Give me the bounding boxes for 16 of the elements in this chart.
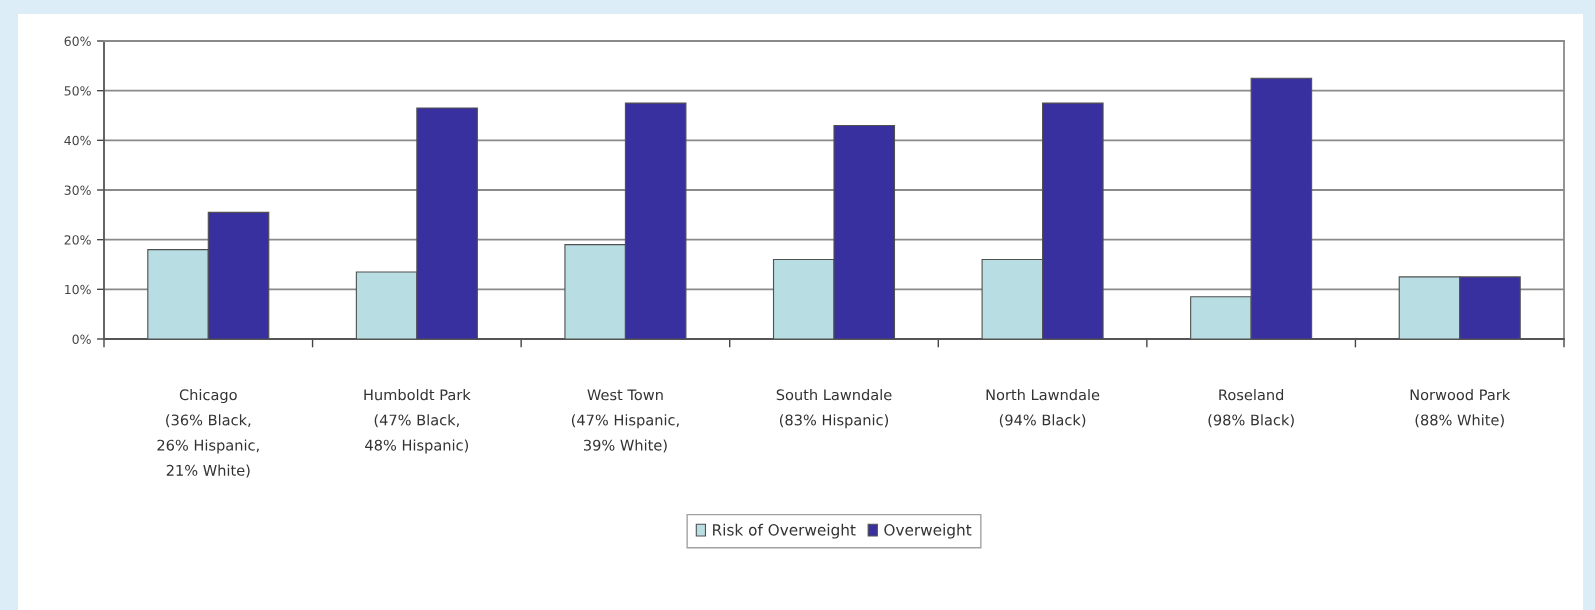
y-tick-label: 20% — [64, 235, 91, 245]
y-tick-label: 10% — [65, 284, 91, 295]
x-tick-label: North Lawndale (94% Black) — [986, 389, 1100, 428]
x-tick-label: Chicago (36% Black, 26% Hispanic, 21% White) — [157, 389, 259, 478]
x-tick-label: South Lawndale (83% Hispanic) — [776, 389, 892, 429]
y-tick-label: 40% — [64, 135, 91, 146]
legend-label: Overweight — [884, 523, 972, 539]
legend-label: Risk of Overweight — [713, 523, 856, 539]
y-tick-label: 60% — [64, 36, 91, 46]
x-tick-label: Humboldt Park (47% Black, 48% Hispanic) — [364, 389, 471, 454]
x-tick-label: West Town (47% Hispanic, 39% White) — [571, 389, 679, 453]
y-tick-label: 30% — [64, 185, 91, 195]
x-tick-label: Roseland (98% Black) — [1208, 389, 1294, 428]
x-tick-label: Norwood Park (88% White) — [1410, 389, 1511, 428]
y-tick-label: 50% — [64, 86, 91, 96]
y-tick-label: 0% — [72, 334, 91, 344]
